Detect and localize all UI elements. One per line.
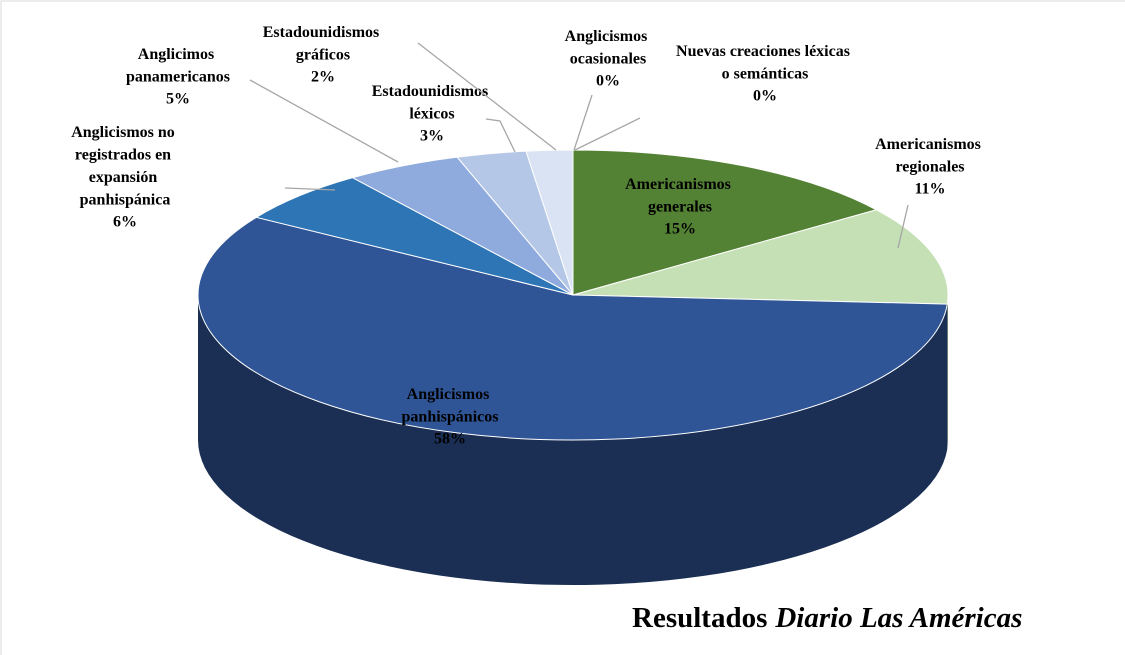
- label-line: gráficos: [296, 46, 350, 63]
- label-line: panamericanos: [126, 68, 230, 85]
- label-line: Anglicismos: [407, 386, 494, 403]
- slice-label: Anglicismos no registrados en expansión …: [71, 124, 179, 209]
- leader-line: [417, 42, 557, 151]
- slice-label: Anglicimos panamericanos: [126, 46, 230, 86]
- slice: [572, 209, 949, 305]
- labels: Americanismos generales 15% Americanismos …: [71, 24, 985, 448]
- leader-line: [249, 79, 399, 163]
- slice-label: Americanismos generales: [625, 176, 735, 216]
- slice-label: Estadounidismos léxicos: [372, 83, 493, 123]
- label-line: Nuevas creaciones léxicas: [676, 43, 854, 60]
- label-line: panhispánicos: [402, 408, 499, 425]
- slice-label: Americanismos regionales: [875, 136, 985, 176]
- slice: [197, 216, 948, 441]
- title-text: Resultados: [632, 602, 767, 634]
- title-emphasis: Diario Las Américas: [774, 602, 1022, 634]
- leader-line: [574, 117, 641, 151]
- label-line: generales: [648, 198, 712, 215]
- leader-line: [897, 204, 909, 249]
- label-line: ocasionales: [570, 50, 646, 67]
- label-line: léxicos: [409, 105, 454, 122]
- slice-label: Anglicismos ocasionales: [565, 28, 652, 68]
- pie-tops: [197, 149, 949, 441]
- value-label: 58%: [434, 431, 466, 448]
- label-line: regionales: [895, 158, 964, 175]
- label-line: Anglicismos: [565, 28, 652, 45]
- leader-line: [284, 187, 336, 191]
- value-label: 5%: [166, 91, 190, 108]
- chart-title: Resultados Diario Las Américas: [632, 602, 1022, 634]
- value-label: 2%: [311, 69, 335, 86]
- slice-label: Anglicismos panhispánicos: [402, 386, 499, 426]
- leader-line: [573, 94, 593, 151]
- value-label: 15%: [664, 221, 696, 238]
- label-line: Anglicimos: [138, 46, 218, 63]
- slice-label: Nuevas creaciones léxicas o semánticas: [676, 43, 854, 83]
- label-line: o semánticas: [722, 65, 809, 82]
- value-label: 0%: [753, 88, 777, 105]
- leader-line: [485, 118, 516, 153]
- value-label: 0%: [596, 73, 620, 90]
- value-label: 11%: [914, 181, 945, 198]
- label-line: Americanismos: [625, 176, 735, 193]
- slice: [255, 177, 574, 296]
- value-label: 6%: [113, 214, 137, 231]
- label-line: Estadounidismos: [372, 83, 493, 100]
- label-line: expansión: [89, 169, 161, 186]
- label-line: Anglicismos no: [71, 124, 179, 141]
- label-line: Estadounidismos: [263, 24, 384, 41]
- value-label: 3%: [420, 128, 444, 145]
- slice-label: Estadounidismos gráficos: [263, 24, 384, 64]
- label-line: registrados en: [75, 146, 175, 163]
- label-line: panhispánica: [80, 191, 171, 208]
- slice: [572, 149, 878, 296]
- label-line: Americanismos: [875, 136, 985, 153]
- slice-side: [947, 295, 948, 450]
